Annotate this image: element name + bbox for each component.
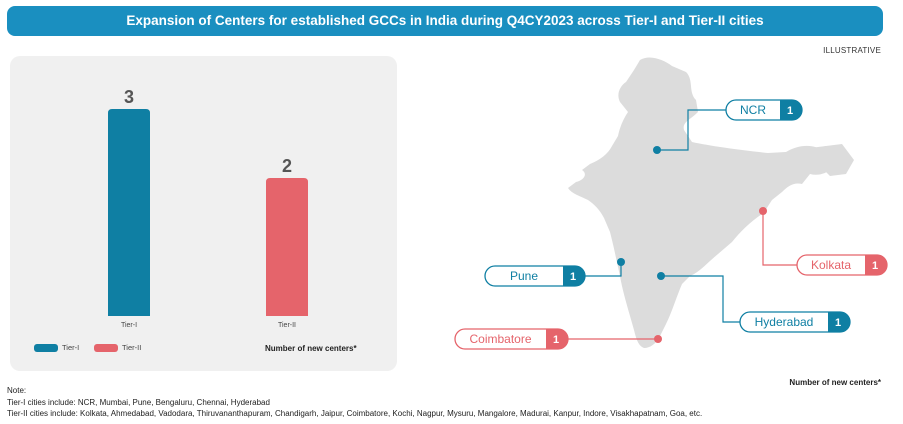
category-label-tier-ii: Tier-II <box>278 322 296 329</box>
bar-chart-panel <box>10 56 397 371</box>
connector-kolkata <box>762 211 797 266</box>
chart-title: Expansion of Centers for established GCC… <box>7 6 883 36</box>
city-count-kolkata: 1 <box>872 260 878 272</box>
city-name-kolkata: Kolkata <box>811 258 851 272</box>
chart-note: Number of new centers* <box>265 344 357 353</box>
legend-label-tier1: Tier-I <box>62 343 80 352</box>
legend-item-tier1: Tier-I <box>34 343 79 352</box>
city-name-coimbatore: Coimbatore <box>469 332 531 346</box>
footnotes: Note: Tier-I cities include: NCR, Mumbai… <box>7 385 702 420</box>
city-marker-kolkata <box>759 207 767 215</box>
city-name-hyderabad: Hyderabad <box>755 315 814 329</box>
bar-chart: 3 Tier-I 2 Tier-II <box>108 87 308 329</box>
category-label-tier-i: Tier-I <box>121 322 137 329</box>
callout-count-bg-pune <box>563 266 585 286</box>
legend-item-tier2: Tier-II <box>94 343 141 352</box>
city-marker-hyderabad <box>657 272 665 280</box>
connector-pune <box>585 262 622 277</box>
india-map: NCR 1 Kolkata 1 Pune 1 Hyderabad 1 Coimbatore 1 <box>454 57 888 350</box>
map-note: Number of new centers* <box>789 378 881 387</box>
illustrative-badge: ILLUSTRATIVE <box>823 46 881 55</box>
connector-hyderabad <box>661 275 740 323</box>
legend-swatch-tier2 <box>94 343 118 352</box>
city-count-hyderabad: 1 <box>835 317 841 329</box>
callout-count-bg-kolkata <box>865 255 887 275</box>
city-marker-ncr <box>653 146 661 154</box>
callout-count-bg-coimbatore <box>546 329 568 349</box>
city-marker-coimbatore <box>654 335 662 343</box>
city-count-pune: 1 <box>570 271 576 283</box>
city-marker-pune <box>617 258 625 266</box>
value-label-tier-ii: 2 <box>282 156 292 176</box>
note-heading: Note: <box>7 386 27 395</box>
callout-count-bg-hyderabad <box>828 312 850 332</box>
connector-ncr <box>657 109 726 151</box>
northeast-region-shape <box>810 144 854 176</box>
city-name-ncr: NCR <box>740 103 766 117</box>
city-name-pune: Pune <box>510 269 538 283</box>
note-tier2: Tier-II cities include: Kolkata, Ahmedab… <box>7 409 703 418</box>
note-tier1: Tier-I cities include: NCR, Mumbai, Pune… <box>7 397 270 407</box>
value-label-tier-i: 3 <box>124 87 134 107</box>
callout-count-bg-ncr <box>780 100 802 120</box>
india-map-shape <box>568 57 844 349</box>
bar-tier-ii <box>266 178 308 316</box>
legend-swatch-tier1 <box>34 343 58 352</box>
bar-tier-i <box>108 109 150 316</box>
legend-label-tier2: Tier-II <box>122 343 142 352</box>
city-count-ncr: 1 <box>787 105 793 117</box>
city-count-coimbatore: 1 <box>553 334 559 346</box>
